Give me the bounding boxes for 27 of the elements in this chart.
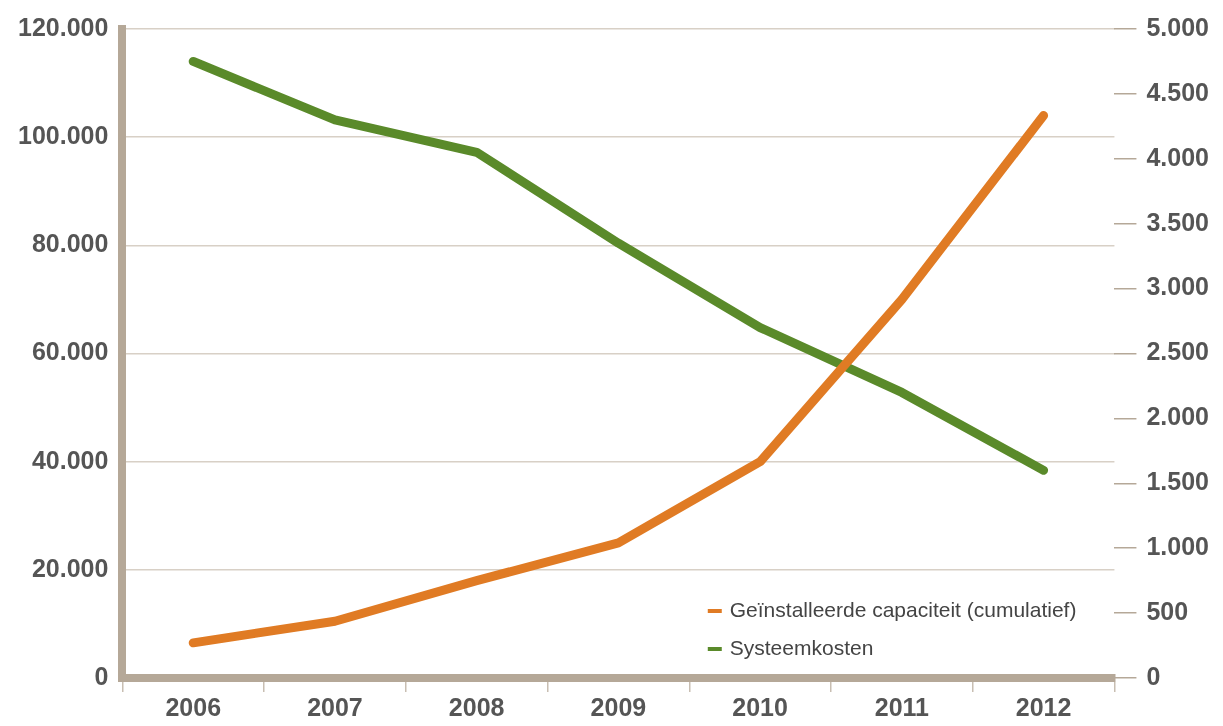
x-tick-label: 2008 — [448, 692, 505, 721]
y-tick-label: 100.000 — [17, 121, 109, 150]
y2-tick-label: 1.000 — [1146, 532, 1209, 561]
y2-tick-label: 1.500 — [1146, 467, 1209, 496]
y2-tick-label: 4.000 — [1146, 142, 1209, 171]
legend-label: Geïnstalleerde capaciteit (cumulatief) — [729, 597, 1077, 621]
y-tick-label: 60.000 — [31, 337, 109, 366]
y-tick-label: 40.000 — [31, 445, 109, 474]
y-tick-label: 20.000 — [31, 553, 109, 582]
legend-label: Systeemkosten — [729, 635, 874, 659]
y2-tick-label: 4.500 — [1146, 77, 1209, 106]
y2-tick-label: 500 — [1146, 596, 1189, 625]
y-tick-label: 120.000 — [17, 12, 109, 41]
y2-tick-label: 2.500 — [1146, 337, 1209, 366]
y2-tick-label: 3.500 — [1146, 207, 1209, 236]
y2-tick-label: 0 — [1146, 661, 1161, 690]
x-tick-label: 2012 — [1015, 692, 1072, 721]
y-tick-label: 0 — [94, 661, 109, 690]
x-tick-label: 2011 — [874, 692, 930, 721]
y-tick-label: 80.000 — [31, 229, 109, 258]
x-tick-label: 2009 — [590, 692, 647, 721]
x-tick-label: 2006 — [165, 692, 222, 721]
y2-tick-label: 5.000 — [1146, 12, 1209, 41]
x-tick-label: 2010 — [732, 692, 788, 721]
x-tick-label: 2007 — [307, 692, 363, 721]
y2-tick-label: 2.000 — [1146, 402, 1209, 431]
y2-tick-label: 3.000 — [1146, 272, 1209, 301]
